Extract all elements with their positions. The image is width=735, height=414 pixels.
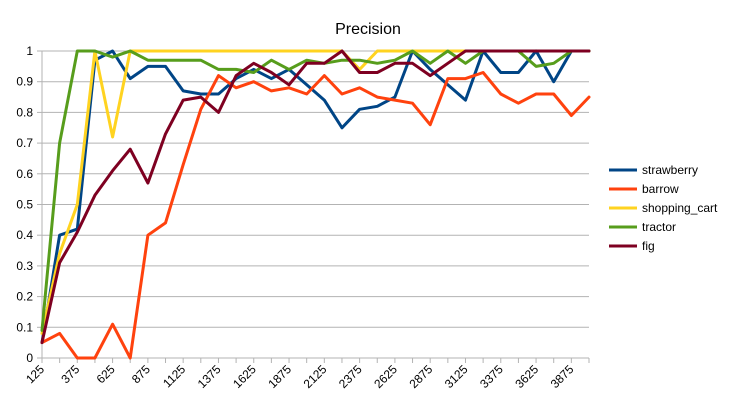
- y-tick-label: 0.4: [16, 228, 33, 242]
- series-line-fig: [40, 49, 591, 345]
- y-tick-label: 0.6: [16, 167, 33, 181]
- legend-label: shopping_cart: [642, 201, 718, 215]
- legend-item: strawberry: [609, 163, 698, 177]
- legend-item: tractor: [609, 220, 676, 234]
- y-tick-label: 0.8: [16, 105, 33, 119]
- x-tick-label: 375: [58, 362, 82, 386]
- x-tick-label: 2625: [371, 362, 400, 391]
- x-tick-label: 1875: [265, 362, 294, 391]
- series-lines: [40, 49, 591, 360]
- x-tick-label: 2375: [336, 362, 365, 391]
- y-tick-label: 0.9: [16, 75, 33, 89]
- legend-label: barrow: [642, 182, 679, 196]
- y-tick-label: 0.1: [16, 320, 33, 334]
- legend-item: shopping_cart: [609, 201, 718, 215]
- y-tick-label: 0.2: [16, 290, 33, 304]
- x-tick-label: 625: [94, 362, 118, 386]
- y-tick-label: 0.3: [16, 259, 33, 273]
- x-tick-label: 875: [129, 362, 153, 386]
- legend-label: fig: [642, 239, 655, 253]
- x-tick-label: 1125: [160, 362, 188, 390]
- x-tick-label: 2875: [407, 362, 436, 391]
- chart-title: Precision: [335, 21, 401, 38]
- y-tick-label: 1: [26, 44, 33, 58]
- series-line-strawberry: [40, 49, 591, 345]
- legend-item: barrow: [609, 182, 679, 196]
- y-tick-label: 0.7: [16, 136, 33, 150]
- legend-label: strawberry: [642, 163, 698, 177]
- x-tick-label: 1625: [230, 362, 259, 391]
- y-tick-label: 0.5: [16, 198, 33, 212]
- series-line-barrow: [40, 71, 591, 360]
- x-tick-label: 3125: [442, 362, 471, 391]
- x-tick-label: 3875: [548, 362, 577, 391]
- legend-label: tractor: [642, 220, 676, 234]
- legend-item: fig: [609, 239, 655, 253]
- x-tick-label: 3375: [477, 362, 506, 391]
- x-tick-label: 3625: [512, 362, 541, 391]
- x-tick-label: 125: [23, 362, 47, 386]
- y-tick-label: 0: [26, 351, 33, 365]
- x-tick-label: 1375: [195, 362, 224, 391]
- x-tick-label: 2125: [301, 362, 330, 391]
